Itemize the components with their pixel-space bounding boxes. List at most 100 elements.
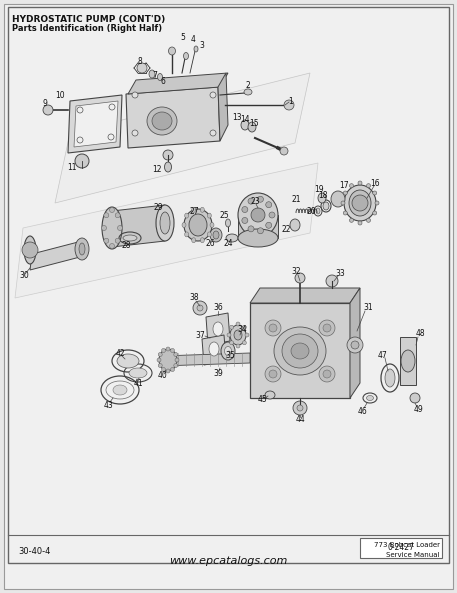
- Circle shape: [319, 320, 335, 336]
- Ellipse shape: [248, 198, 254, 204]
- Ellipse shape: [185, 213, 189, 218]
- Ellipse shape: [318, 193, 326, 203]
- Ellipse shape: [266, 202, 272, 208]
- Ellipse shape: [242, 218, 248, 224]
- Circle shape: [227, 333, 231, 337]
- Ellipse shape: [213, 322, 223, 336]
- Circle shape: [193, 301, 207, 315]
- Ellipse shape: [156, 205, 174, 241]
- Ellipse shape: [200, 208, 204, 212]
- Ellipse shape: [191, 238, 196, 243]
- Circle shape: [351, 341, 359, 349]
- Circle shape: [229, 341, 234, 345]
- Ellipse shape: [147, 107, 177, 135]
- Circle shape: [77, 137, 83, 143]
- Circle shape: [109, 104, 115, 110]
- Ellipse shape: [344, 185, 376, 221]
- Circle shape: [174, 352, 178, 356]
- Ellipse shape: [123, 235, 137, 241]
- Circle shape: [166, 369, 170, 373]
- Circle shape: [137, 63, 147, 73]
- Text: 37: 37: [195, 330, 205, 340]
- Circle shape: [242, 325, 246, 329]
- Text: 12: 12: [152, 164, 162, 174]
- Polygon shape: [206, 313, 230, 345]
- Circle shape: [367, 218, 371, 222]
- Text: 14: 14: [240, 116, 250, 125]
- Circle shape: [132, 130, 138, 136]
- Polygon shape: [160, 353, 250, 366]
- Ellipse shape: [210, 228, 222, 242]
- Polygon shape: [400, 337, 416, 385]
- Circle shape: [132, 92, 138, 98]
- Ellipse shape: [152, 112, 172, 130]
- Ellipse shape: [257, 228, 263, 234]
- Polygon shape: [218, 73, 228, 141]
- Circle shape: [352, 195, 368, 211]
- Circle shape: [343, 211, 347, 215]
- Circle shape: [175, 358, 179, 362]
- Circle shape: [358, 221, 362, 225]
- Text: 21: 21: [291, 196, 301, 205]
- Ellipse shape: [24, 236, 36, 264]
- Circle shape: [323, 324, 331, 332]
- Ellipse shape: [129, 368, 147, 378]
- Circle shape: [269, 370, 277, 378]
- Text: 35: 35: [225, 350, 235, 359]
- Ellipse shape: [401, 350, 415, 372]
- Ellipse shape: [209, 342, 219, 356]
- Circle shape: [229, 325, 234, 329]
- Circle shape: [293, 401, 307, 415]
- Polygon shape: [68, 95, 122, 153]
- Ellipse shape: [291, 343, 309, 359]
- Circle shape: [297, 405, 303, 411]
- Ellipse shape: [113, 385, 127, 395]
- Circle shape: [295, 273, 305, 283]
- Ellipse shape: [248, 122, 256, 132]
- Ellipse shape: [102, 207, 122, 249]
- Text: 40: 40: [158, 371, 168, 381]
- Text: 17: 17: [339, 180, 349, 190]
- Ellipse shape: [331, 191, 345, 207]
- Polygon shape: [126, 87, 220, 148]
- Text: 15: 15: [249, 120, 259, 129]
- Ellipse shape: [79, 243, 85, 255]
- Ellipse shape: [75, 238, 89, 260]
- Polygon shape: [250, 303, 350, 398]
- Text: 31: 31: [363, 304, 373, 313]
- Ellipse shape: [191, 208, 196, 212]
- Circle shape: [269, 324, 277, 332]
- Circle shape: [410, 393, 420, 403]
- Polygon shape: [350, 288, 360, 398]
- Text: 27: 27: [189, 206, 199, 215]
- Text: 11: 11: [67, 162, 77, 171]
- Circle shape: [104, 213, 109, 218]
- Circle shape: [210, 130, 216, 136]
- Text: 2: 2: [245, 81, 250, 91]
- Circle shape: [343, 191, 347, 195]
- Circle shape: [161, 349, 165, 352]
- Ellipse shape: [158, 74, 163, 81]
- Circle shape: [22, 242, 38, 258]
- Ellipse shape: [184, 53, 188, 59]
- Text: 44: 44: [295, 415, 305, 423]
- Text: 23: 23: [250, 196, 260, 206]
- Circle shape: [210, 92, 216, 98]
- Text: 30: 30: [19, 272, 29, 280]
- Ellipse shape: [200, 238, 204, 243]
- Ellipse shape: [238, 193, 278, 237]
- Ellipse shape: [224, 346, 232, 355]
- Text: 1: 1: [289, 97, 293, 106]
- Circle shape: [158, 352, 162, 356]
- Text: 28: 28: [121, 241, 131, 250]
- Ellipse shape: [230, 325, 246, 345]
- Text: 4: 4: [191, 36, 196, 44]
- Text: 24: 24: [223, 240, 233, 248]
- Text: 20: 20: [306, 208, 316, 216]
- Circle shape: [350, 218, 354, 222]
- Ellipse shape: [282, 334, 318, 368]
- Text: 46: 46: [357, 406, 367, 416]
- Circle shape: [373, 191, 377, 195]
- Text: 39: 39: [213, 368, 223, 378]
- Circle shape: [265, 320, 281, 336]
